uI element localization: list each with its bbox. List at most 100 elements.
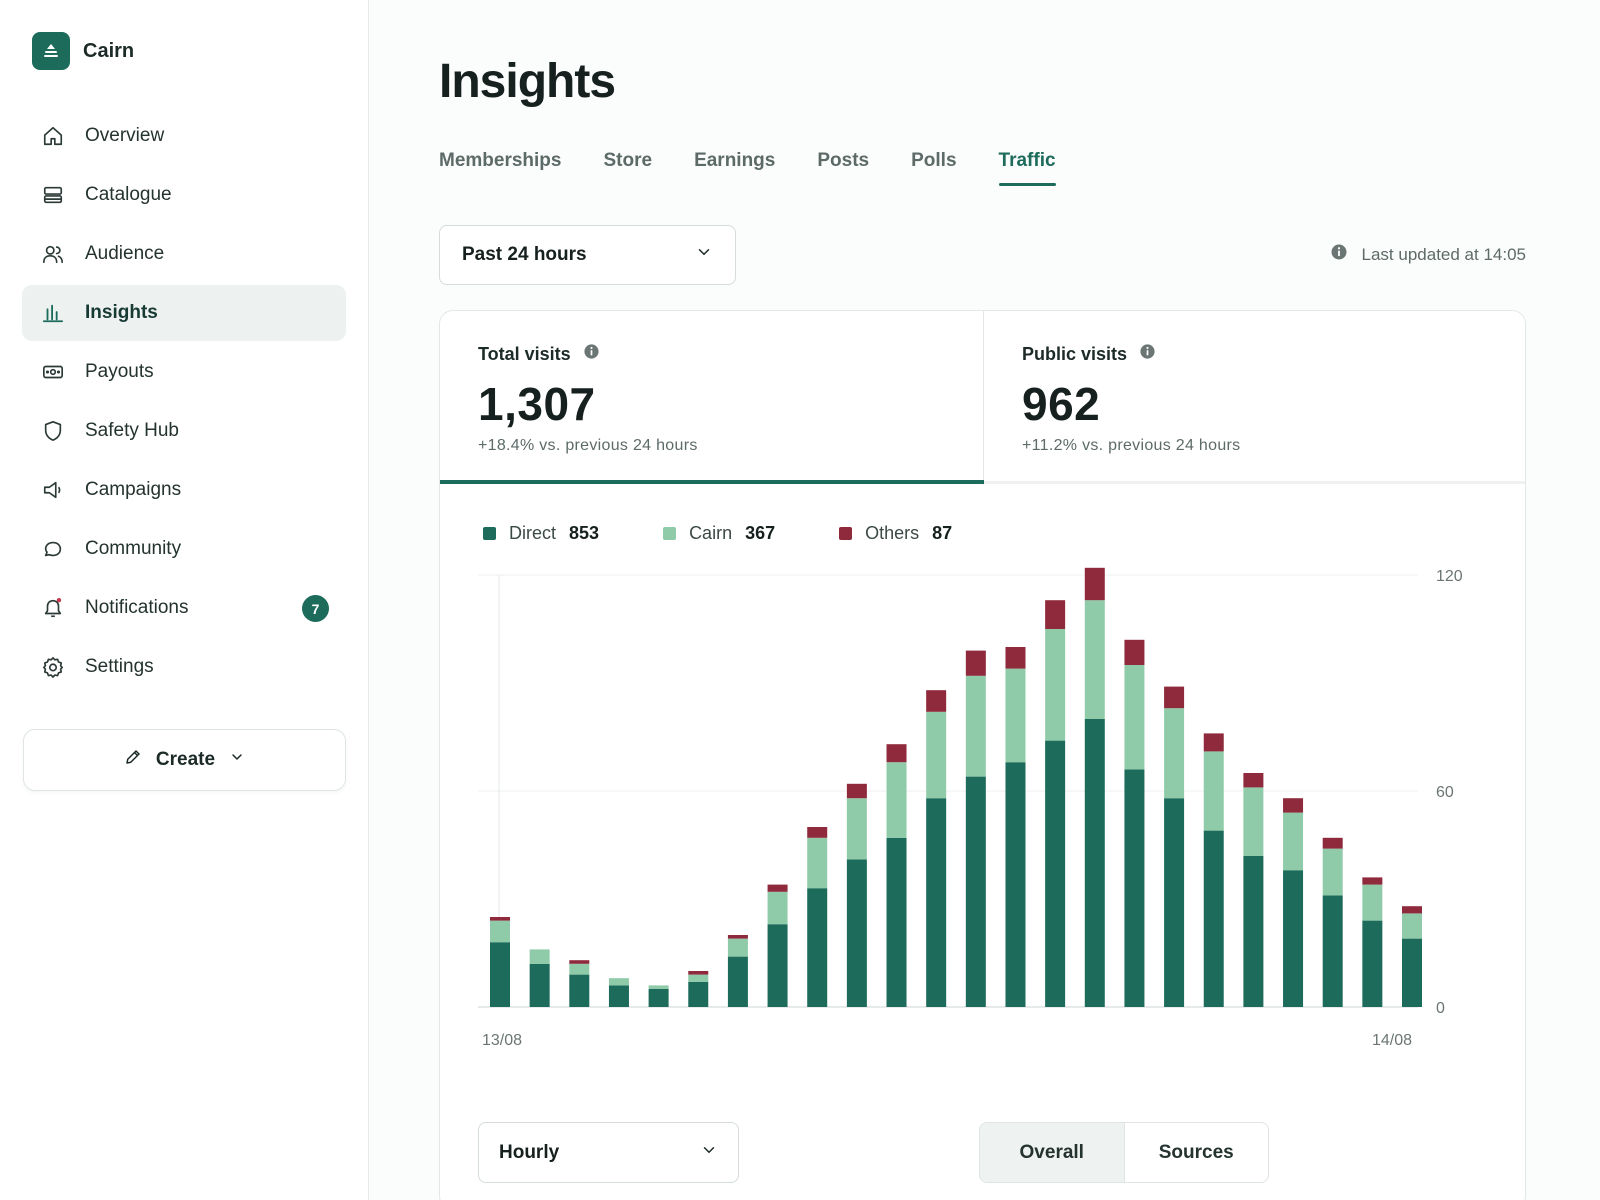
- total-visits-change: +18.4% vs. previous 24 hours: [478, 437, 698, 454]
- sidebar: Cairn Overview Catalogue Audience Insigh…: [0, 0, 369, 1200]
- sidebar-nav: Overview Catalogue Audience Insights Pay…: [22, 108, 346, 698]
- public-visits-stat[interactable]: Public visits 962 +11.2% vs. previous 24…: [984, 311, 1525, 485]
- bar-segment-others: [1362, 877, 1383, 885]
- stat-divider: [984, 481, 1525, 484]
- bar-segment-others: [688, 971, 709, 975]
- bar-segment-direct: [529, 963, 550, 1007]
- bar-segment-cairn: [807, 837, 828, 889]
- bar-segment-others: [1164, 686, 1185, 709]
- bar-segment-cairn: [1322, 848, 1343, 896]
- bar-segment-direct: [1045, 740, 1066, 1007]
- view-toggle: Overall Sources: [979, 1122, 1269, 1183]
- bell-icon: [41, 596, 65, 620]
- legend-swatch: [663, 527, 677, 540]
- sidebar-item-payouts[interactable]: Payouts: [22, 344, 346, 400]
- info-icon[interactable]: [583, 343, 600, 365]
- sidebar-item-notifications[interactable]: Notifications 7: [22, 580, 346, 636]
- sidebar-item-label: Notifications: [85, 597, 189, 618]
- legend-swatch: [839, 527, 853, 540]
- time-range-select[interactable]: Past 24 hours: [439, 225, 736, 285]
- bar-segment-cairn: [1084, 600, 1105, 719]
- legend-item-direct: Direct 853: [483, 523, 599, 544]
- bar-segment-direct: [490, 942, 510, 1007]
- bar-segment-others: [886, 744, 907, 763]
- bar-segment-direct: [1203, 830, 1224, 1007]
- sidebar-item-label: Community: [85, 538, 182, 559]
- bar-segment-direct: [727, 956, 748, 1007]
- bar-segment-direct: [608, 985, 629, 1007]
- sidebar-item-safety-hub[interactable]: Safety Hub: [22, 403, 346, 459]
- tab-memberships[interactable]: Memberships: [439, 150, 562, 171]
- sidebar-item-catalogue[interactable]: Catalogue: [22, 167, 346, 223]
- total-visits-stat[interactable]: Total visits 1,307 +18.4% vs. previous 2…: [440, 311, 984, 485]
- create-button[interactable]: Create: [23, 729, 346, 791]
- gear-icon: [41, 655, 65, 679]
- bar-segment-cairn: [608, 978, 629, 986]
- total-visits-value: 1,307: [478, 378, 596, 430]
- bar-segment-others: [767, 884, 788, 892]
- legend-label: Cairn: [689, 523, 733, 543]
- y-tick-label: 120: [1436, 568, 1463, 585]
- tab-traffic[interactable]: Traffic: [998, 150, 1056, 186]
- bar-segment-cairn: [846, 798, 867, 860]
- bar-segment-direct: [1084, 719, 1105, 1007]
- public-visits-label: Public visits: [1022, 343, 1128, 364]
- sidebar-item-settings[interactable]: Settings: [22, 639, 346, 695]
- bar-segment-others: [1045, 600, 1066, 629]
- legend-item-cairn: Cairn 367: [663, 523, 775, 544]
- y-tick-label: 60: [1436, 784, 1454, 801]
- bar-segment-others: [846, 783, 867, 799]
- bar-segment-others: [1005, 647, 1026, 669]
- chevron-down-icon: [229, 749, 245, 771]
- sidebar-item-community[interactable]: Community: [22, 521, 346, 577]
- brand-name: Cairn: [83, 39, 135, 62]
- bar-segment-others: [490, 917, 510, 921]
- tab-earnings[interactable]: Earnings: [694, 150, 776, 171]
- interval-select[interactable]: Hourly: [478, 1122, 739, 1183]
- time-range-value: Past 24 hours: [462, 244, 587, 265]
- create-label: Create: [155, 749, 216, 770]
- tab-posts[interactable]: Posts: [817, 150, 870, 171]
- bar-segment-direct: [1322, 895, 1343, 1007]
- tab-store[interactable]: Store: [603, 150, 653, 171]
- brand[interactable]: Cairn: [32, 32, 134, 70]
- bar-segment-direct: [1124, 769, 1145, 1007]
- sources-toggle-button[interactable]: Sources: [1158, 1141, 1234, 1163]
- bar-segment-cairn: [1283, 812, 1304, 871]
- sidebar-item-insights[interactable]: Insights: [22, 285, 346, 341]
- bar-segment-direct: [688, 981, 709, 1007]
- catalogue-icon: [41, 183, 65, 207]
- bar-segment-direct: [1362, 920, 1383, 1007]
- bar-segment-direct: [965, 776, 986, 1007]
- bar-segment-cairn: [490, 920, 510, 943]
- chart-legend: Direct 853 Cairn 367 Others 87: [483, 523, 952, 544]
- info-icon[interactable]: [1139, 343, 1156, 365]
- overall-toggle-button[interactable]: Overall: [980, 1123, 1125, 1182]
- legend-value: 367: [745, 523, 776, 543]
- bar-segment-cairn: [1203, 751, 1224, 831]
- sidebar-item-overview[interactable]: Overview: [22, 108, 346, 164]
- bar-segment-direct: [1402, 938, 1422, 1007]
- traffic-card: Total visits 1,307 +18.4% vs. previous 2…: [439, 310, 1526, 1200]
- bar-segment-cairn: [767, 891, 788, 925]
- bar-segment-others: [1203, 733, 1224, 752]
- legend-label: Others: [865, 523, 920, 543]
- bar-segment-others: [1243, 773, 1264, 788]
- sidebar-item-campaigns[interactable]: Campaigns: [22, 462, 346, 518]
- tab-polls[interactable]: Polls: [911, 150, 957, 171]
- bar-segment-cairn: [569, 963, 590, 975]
- sidebar-item-label: Campaigns: [85, 479, 182, 500]
- bar-segment-others: [926, 690, 947, 712]
- payouts-icon: [41, 360, 65, 384]
- bar-segment-direct: [886, 837, 907, 1007]
- sidebar-item-audience[interactable]: Audience: [22, 226, 346, 282]
- bar-segment-cairn: [886, 762, 907, 838]
- insights-tabs: Memberships Store Earnings Posts Polls T…: [439, 150, 1056, 186]
- legend-label: Direct: [509, 523, 557, 543]
- y-tick-label: 0: [1436, 1000, 1445, 1017]
- bar-segment-others: [727, 935, 748, 939]
- total-visits-label-row: Total visits: [478, 343, 945, 365]
- last-updated: Last updated at 14:05: [1330, 243, 1526, 266]
- shield-icon: [41, 419, 65, 443]
- bar-segment-cairn: [688, 974, 709, 982]
